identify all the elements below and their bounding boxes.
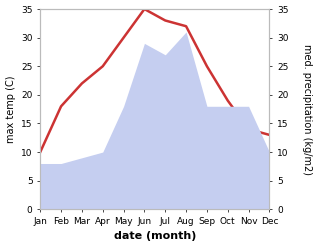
X-axis label: date (month): date (month): [114, 231, 196, 242]
Y-axis label: med. precipitation (kg/m2): med. precipitation (kg/m2): [302, 44, 313, 175]
Y-axis label: max temp (C): max temp (C): [5, 75, 16, 143]
